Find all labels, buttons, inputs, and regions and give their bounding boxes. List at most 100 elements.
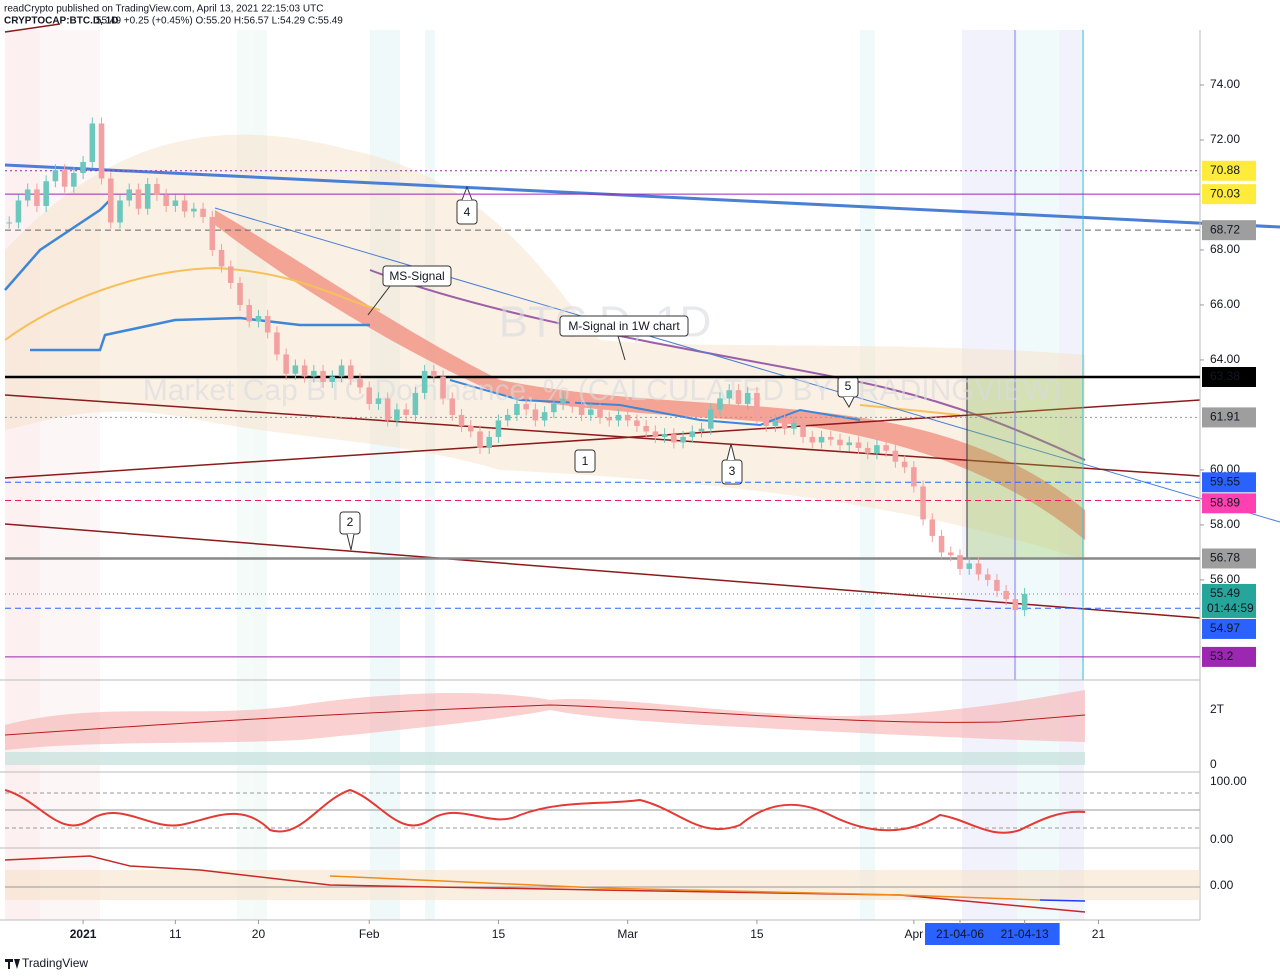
candle bbox=[191, 208, 197, 212]
candle bbox=[994, 579, 1000, 591]
candle bbox=[394, 409, 400, 421]
candle bbox=[966, 563, 972, 569]
candle bbox=[264, 315, 271, 333]
y-tick-label: 58.00 bbox=[1210, 517, 1240, 531]
candle bbox=[606, 417, 612, 421]
publish-info: readCrypto published on TradingView.com,… bbox=[4, 4, 323, 15]
candle bbox=[624, 414, 631, 421]
candle bbox=[717, 398, 723, 410]
x-tick-label: 21 bbox=[1092, 927, 1106, 941]
candle bbox=[652, 431, 659, 437]
candle bbox=[163, 194, 169, 206]
candle bbox=[938, 535, 945, 553]
candle bbox=[89, 123, 96, 162]
price-label: 54.97 bbox=[1210, 621, 1240, 635]
ohlc: 55.49 +0.25 (+0.45%) O:55.20 H:56.57 L:5… bbox=[96, 16, 343, 27]
candle bbox=[1021, 593, 1028, 611]
candle bbox=[744, 392, 751, 404]
cloud-band bbox=[5, 134, 1085, 560]
candle bbox=[255, 315, 262, 322]
candle bbox=[209, 216, 216, 250]
candle bbox=[578, 406, 585, 415]
candle bbox=[200, 208, 206, 217]
price-label: 53.2 bbox=[1210, 649, 1234, 663]
price-label-bg bbox=[1202, 618, 1256, 639]
candle bbox=[726, 390, 732, 399]
candle bbox=[61, 170, 68, 187]
candle bbox=[708, 409, 714, 429]
candle bbox=[800, 423, 806, 437]
price-label: 68.72 bbox=[1210, 222, 1240, 236]
candle bbox=[1003, 590, 1009, 600]
price-label-bg bbox=[1202, 160, 1256, 181]
candle bbox=[975, 563, 982, 575]
candle bbox=[588, 409, 594, 415]
brand-logo bbox=[5, 959, 20, 969]
candle bbox=[698, 428, 705, 432]
candle bbox=[126, 189, 132, 201]
ma-line bbox=[859, 404, 961, 416]
candle bbox=[375, 398, 382, 404]
candle bbox=[661, 434, 668, 437]
candle bbox=[301, 365, 308, 377]
candle bbox=[643, 425, 649, 432]
annotation-text: MS-Signal bbox=[389, 269, 444, 283]
annotation: 5 bbox=[837, 376, 859, 409]
annotation-text: 1 bbox=[582, 454, 589, 468]
trend-line bbox=[4, 163, 1280, 229]
candle bbox=[117, 200, 123, 223]
candle bbox=[920, 486, 926, 520]
pane-axis-label: 0 bbox=[1210, 757, 1217, 771]
price-label: 70.03 bbox=[1210, 186, 1240, 200]
price-label-bg bbox=[1202, 583, 1256, 618]
candle bbox=[791, 423, 797, 429]
candle bbox=[763, 417, 769, 426]
candle bbox=[514, 403, 520, 415]
candle bbox=[43, 181, 49, 206]
ma-line bbox=[4, 266, 381, 341]
candle bbox=[338, 365, 345, 377]
candle bbox=[551, 403, 557, 413]
price-label: 61.91 bbox=[1210, 410, 1240, 424]
candle bbox=[560, 398, 566, 404]
annotation-text: M-Signal in 1W chart bbox=[568, 319, 680, 333]
candle bbox=[384, 398, 391, 421]
candle bbox=[569, 398, 576, 407]
candle bbox=[772, 420, 779, 426]
candle bbox=[735, 390, 742, 404]
candle bbox=[477, 431, 483, 448]
pane-axis-label: 0.00 bbox=[1210, 832, 1234, 846]
pane-axis-label: 0.00 bbox=[1210, 878, 1234, 892]
candle bbox=[818, 436, 825, 443]
candle bbox=[597, 409, 603, 418]
candle bbox=[883, 445, 889, 451]
brand: TradingView bbox=[22, 956, 88, 970]
candle bbox=[495, 420, 502, 437]
candle bbox=[320, 370, 326, 382]
candle bbox=[1012, 599, 1019, 611]
x-tick-label: 21-04-13 bbox=[1001, 927, 1049, 941]
price-label-bg bbox=[1202, 184, 1256, 205]
candle bbox=[24, 189, 31, 201]
candle bbox=[421, 370, 428, 393]
candle bbox=[458, 414, 465, 426]
pane-axis-label: 100.00 bbox=[1210, 774, 1247, 788]
annotation-text: 4 bbox=[464, 205, 471, 219]
x-tick-label: 21-04-06 bbox=[936, 927, 984, 941]
candle bbox=[172, 200, 179, 206]
symbol: CRYPTOCAP:BTC.D, 1D bbox=[4, 16, 118, 27]
candle bbox=[984, 574, 991, 580]
price-label-bg bbox=[1202, 548, 1256, 569]
zone-box bbox=[966, 376, 1084, 559]
x-tick-label: 20 bbox=[252, 927, 266, 941]
annotation-text: 5 bbox=[845, 379, 852, 393]
price-label-bg bbox=[1202, 472, 1256, 493]
indicator-band bbox=[5, 690, 1085, 750]
x-tick-highlight bbox=[925, 923, 995, 945]
price-label-bg bbox=[1202, 646, 1256, 667]
candle bbox=[237, 282, 243, 305]
candle bbox=[809, 436, 816, 443]
pane-axis-label: 2T bbox=[1210, 702, 1225, 716]
candle bbox=[680, 436, 686, 443]
